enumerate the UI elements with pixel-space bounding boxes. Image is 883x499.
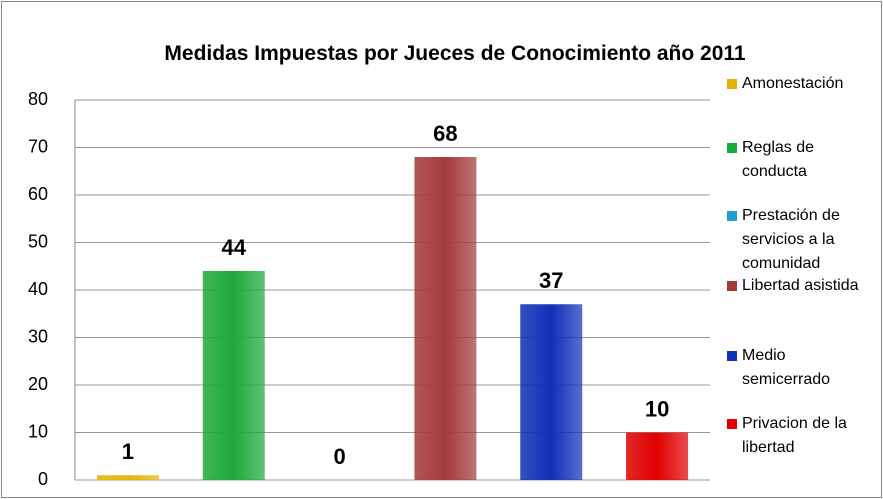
y-tick-label: 80 (28, 89, 48, 109)
data-label: 10 (645, 396, 669, 421)
legend-label: Amonestación (742, 75, 844, 92)
legend-swatch (727, 143, 737, 153)
legend-swatch (727, 419, 737, 429)
bar (202, 271, 265, 480)
y-tick-label: 20 (28, 374, 48, 394)
legend-label: Medio semicerrado (742, 347, 831, 388)
y-tick-label: 30 (28, 326, 48, 346)
data-label: 1 (122, 439, 134, 464)
legend-item: Medio semicerrado (727, 344, 877, 392)
y-tick-label: 50 (28, 231, 48, 251)
bar (520, 304, 583, 480)
legend-label: Privacion de la libertad (742, 415, 847, 456)
legend-item: Prestación de servicios a la comunidad (727, 204, 877, 276)
chart-title: Medidas Impuestas por Jueces de Conocimi… (164, 42, 746, 65)
legend-label: Reglas de conducta (742, 139, 815, 180)
legend-label: Prestación de servicios a la comunidad (742, 207, 840, 272)
legend-item: Amonestación (727, 72, 877, 96)
legend-item: Libertad asistida (727, 274, 877, 298)
legend-swatch (727, 281, 737, 291)
y-tick-label: 10 (28, 421, 48, 441)
y-tick-label: 70 (28, 136, 48, 156)
data-label: 37 (539, 268, 563, 293)
legend-item: Reglas de conducta (727, 136, 877, 184)
legend-item: Privacion de la libertad (727, 412, 877, 460)
bar (626, 432, 689, 480)
data-label: 68 (433, 121, 457, 146)
y-tick-label: 60 (28, 184, 48, 204)
legend-swatch (727, 351, 737, 361)
bar (96, 475, 159, 480)
legend-label: Libertad asistida (742, 277, 859, 294)
y-tick-label: 0 (38, 469, 48, 489)
data-label: 0 (333, 444, 345, 469)
data-label: 44 (222, 235, 247, 260)
bar (414, 157, 477, 480)
legend-swatch (727, 79, 737, 89)
y-tick-label: 40 (28, 279, 48, 299)
legend-swatch (727, 211, 737, 221)
